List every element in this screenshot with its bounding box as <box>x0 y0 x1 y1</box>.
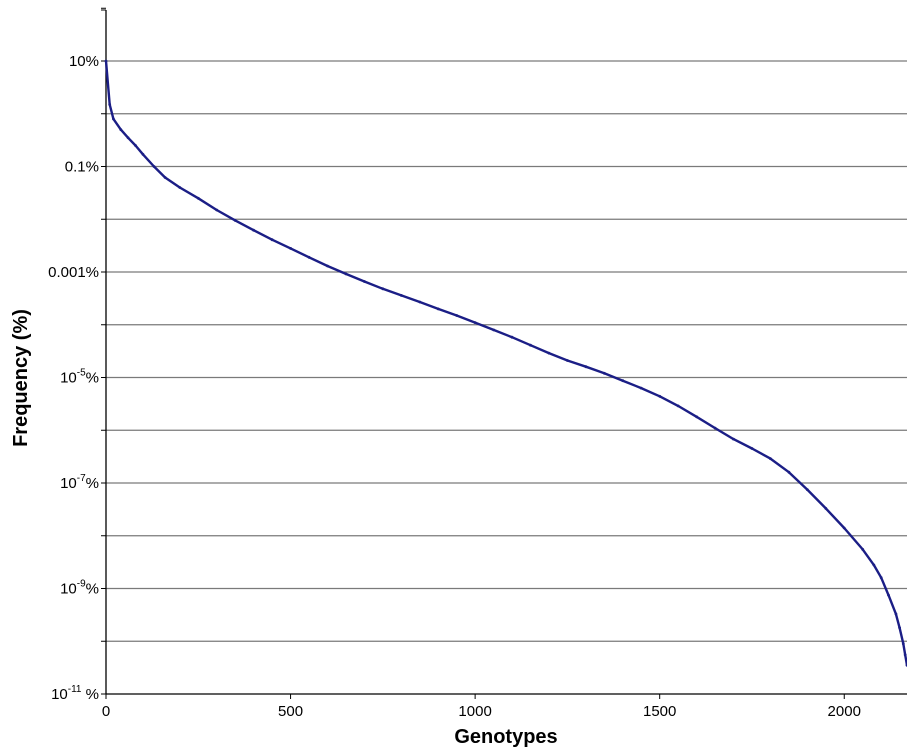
data-point <box>872 563 876 567</box>
data-point <box>621 379 625 383</box>
axes <box>101 7 907 699</box>
data-point <box>141 152 145 156</box>
series-line <box>104 59 907 667</box>
data-point <box>326 264 329 268</box>
y-tick-label: 0.1% <box>65 159 99 176</box>
data-point <box>418 300 422 304</box>
data-point <box>233 219 237 222</box>
data-point <box>713 426 717 430</box>
data-point <box>152 165 156 168</box>
x-tick-label: 1000 <box>458 703 491 720</box>
data-point <box>903 653 907 657</box>
data-point <box>894 612 898 616</box>
data-point <box>750 447 754 450</box>
data-point <box>492 328 495 332</box>
data-point <box>639 386 643 390</box>
data-point <box>805 488 809 491</box>
data-point <box>769 457 772 460</box>
data-point <box>566 359 569 362</box>
data-point <box>108 103 112 106</box>
data-point <box>104 59 108 63</box>
y-tick-label: 0.001% <box>48 264 99 281</box>
y-tick-labels: 10% 0.1% 0.001% 10-5% 10-7% 10-9% 10-11 % <box>48 53 99 703</box>
data-point <box>289 247 292 250</box>
data-point <box>676 404 680 408</box>
data-point <box>119 128 123 132</box>
data-point <box>381 287 385 291</box>
data-point <box>529 343 532 347</box>
data-point <box>163 176 167 179</box>
data-point <box>887 593 890 597</box>
y-tick-label: 10% <box>69 53 99 70</box>
data-point <box>196 196 200 200</box>
x-tick-label: 500 <box>278 703 303 720</box>
data-point <box>178 186 182 189</box>
data-point <box>344 272 348 276</box>
y-tick-label: 10-9% <box>60 579 99 598</box>
data-point <box>695 415 698 419</box>
series-path <box>104 60 907 666</box>
data-point <box>363 280 366 283</box>
x-tick-label: 0 <box>102 703 110 720</box>
data-point <box>510 335 514 339</box>
gridlines <box>106 60 907 642</box>
data-point <box>901 642 905 646</box>
y-tick-label: 10-7% <box>60 473 99 492</box>
data-point <box>252 228 256 232</box>
data-point <box>879 576 883 580</box>
data-point <box>112 117 115 121</box>
x-tick-labels: 0 500 1000 1500 2000 <box>102 703 861 720</box>
data-point <box>215 208 219 212</box>
x-axis-title: Genotypes <box>454 726 557 748</box>
data-point <box>602 371 606 375</box>
data-point <box>436 307 440 311</box>
data-point <box>126 136 130 140</box>
data-point <box>787 470 791 474</box>
data-point <box>732 437 735 441</box>
data-point <box>455 314 459 317</box>
data-point <box>270 238 274 242</box>
data-point <box>307 255 311 259</box>
y-tick-label: 10-5% <box>60 368 99 387</box>
data-point <box>584 365 588 369</box>
x-tick-label: 1500 <box>643 703 676 720</box>
data-point <box>658 394 662 398</box>
data-point <box>842 526 846 530</box>
data-point <box>861 548 865 551</box>
data-point <box>473 321 477 324</box>
data-point <box>898 626 901 630</box>
data-point <box>824 507 828 510</box>
y-tick-label: 10-11 % <box>51 684 99 703</box>
y-axis-title: Frequency (%) <box>10 309 32 447</box>
data-point <box>547 351 551 355</box>
x-tick-label: 2000 <box>828 703 861 720</box>
data-point <box>134 144 137 147</box>
data-point <box>399 294 403 297</box>
